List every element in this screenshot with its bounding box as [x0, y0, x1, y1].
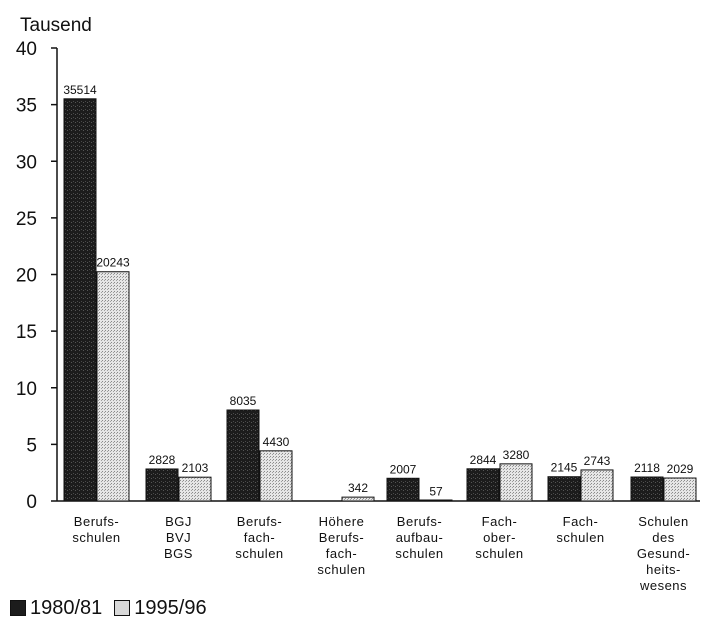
- bar-1995-96-1: [178, 476, 212, 502]
- bar-1995-96-3: [341, 496, 375, 502]
- category-label: schulen: [475, 546, 523, 561]
- value-label: 2145: [551, 461, 578, 475]
- bar-1995-96-7: [663, 477, 697, 502]
- bar-1980-81-6: [547, 476, 581, 502]
- bar-1995-96-6: [580, 469, 614, 502]
- value-label: 4430: [263, 435, 290, 449]
- category-label: BGS: [164, 546, 193, 561]
- category-label: BGJ: [165, 514, 192, 529]
- bar-1980-81-4: [386, 477, 420, 502]
- category-label: wesens: [639, 578, 687, 593]
- category-label: aufbau-: [396, 530, 444, 545]
- value-label: 2029: [667, 462, 694, 476]
- y-tick-label: 35: [16, 96, 37, 117]
- legend-swatch-light: [114, 600, 131, 616]
- bar-1980-81-1: [145, 468, 179, 502]
- legend-swatch-dark: [10, 600, 26, 616]
- category-label: Fach-: [482, 514, 518, 529]
- y-tick-label: 0: [26, 492, 37, 513]
- category-label: Fach-: [563, 514, 599, 529]
- value-label: 2844: [470, 453, 497, 467]
- y-tick-label: 20: [16, 266, 37, 287]
- category-label: des: [652, 530, 674, 545]
- category-label: schulen: [235, 546, 283, 561]
- category-label: Gesund-: [637, 546, 690, 561]
- bar-1995-96-2: [259, 450, 293, 502]
- value-label: 57: [429, 484, 443, 498]
- bar-1995-96-5: [499, 463, 533, 502]
- category-label: schulen: [395, 546, 443, 561]
- y-tick-label: 30: [16, 152, 37, 173]
- y-tick-label: 15: [16, 322, 37, 343]
- category-label: Berufs-: [397, 514, 442, 529]
- bar-1995-96-0: [96, 271, 130, 502]
- value-label: 3280: [503, 448, 530, 462]
- bar-1995-96-4: [419, 499, 453, 502]
- bar-1980-81-5: [466, 468, 500, 502]
- value-label: 20243: [96, 256, 130, 270]
- y-tick-label: 25: [16, 209, 37, 230]
- value-label: 342: [348, 481, 368, 495]
- category-label: ober-: [483, 530, 516, 545]
- bars: [63, 98, 697, 502]
- y-tick-label: 5: [26, 435, 37, 456]
- legend-label-1980-81: 1980/81: [30, 596, 103, 619]
- category-label: fach-: [326, 546, 357, 561]
- value-label: 2828: [149, 453, 176, 467]
- value-label: 2743: [584, 454, 611, 468]
- bar-1980-81-0: [63, 98, 97, 502]
- legend: 1980/81 1995/96: [10, 596, 207, 620]
- bar-chart-svg: Tausend 0 5 10 15 20 25 30 35 40 35514 2828 8035 20…: [16, 15, 700, 593]
- category-label: heits-: [646, 562, 681, 577]
- category-label: schulen: [556, 530, 604, 545]
- category-label: schulen: [317, 562, 365, 577]
- category-label: Berufs-: [74, 514, 119, 529]
- bar-1980-81-7: [630, 476, 664, 502]
- category-label: BVJ: [166, 530, 191, 545]
- y-tick-label: 40: [16, 39, 37, 60]
- value-labels: 35514 2828 8035 2007 2844 2145 2118 20243 2103 44…: [63, 83, 693, 499]
- value-label: 2007: [390, 462, 417, 476]
- value-label: 2103: [182, 461, 209, 475]
- category-label: schulen: [72, 530, 120, 545]
- legend-item-1995-96: 1995/96: [114, 596, 207, 620]
- bar-1980-81-2: [226, 409, 260, 502]
- value-label: 2118: [634, 461, 660, 475]
- category-label: Höhere: [319, 514, 365, 529]
- category-label: Berufs-: [319, 530, 364, 545]
- value-label: 8035: [230, 394, 257, 408]
- y-axis-label: Tausend: [20, 15, 92, 36]
- category-label: Berufs-: [237, 514, 282, 529]
- legend-label-1995-96: 1995/96: [134, 596, 207, 619]
- category-label: Schulen: [638, 514, 688, 529]
- legend-item-1980-81: 1980/81: [10, 597, 102, 620]
- y-tick-label: 10: [16, 379, 37, 400]
- value-label: 35514: [63, 83, 97, 97]
- category-label: fach-: [244, 530, 275, 545]
